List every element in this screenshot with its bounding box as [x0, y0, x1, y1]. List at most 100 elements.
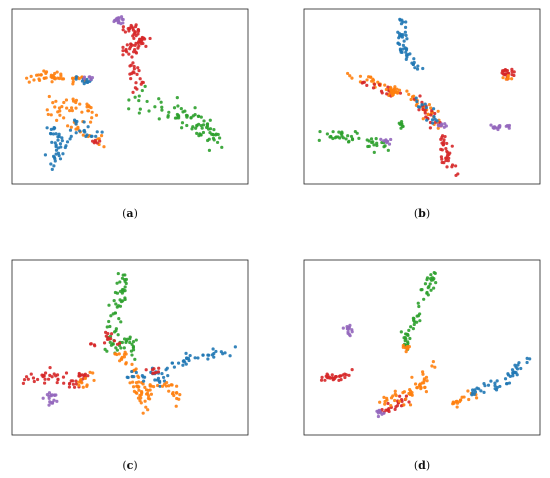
scatter-point-blue: [181, 363, 185, 367]
scatter-point-green: [115, 348, 119, 352]
scatter-point-green: [425, 276, 430, 280]
scatter-point-red: [446, 159, 450, 163]
scatter-point-orange: [421, 117, 425, 121]
panel-a-caption: (a): [122, 207, 138, 220]
scatter-point-red: [129, 42, 133, 46]
scatter-point-orange: [393, 389, 397, 393]
scatter-point-blue: [158, 379, 162, 383]
scatter-point-red: [323, 378, 327, 382]
scatter-point-green: [116, 333, 120, 337]
scatter-point-green: [199, 115, 203, 119]
scatter-point-red: [134, 23, 138, 27]
scatter-point-red: [501, 72, 505, 76]
scatter-point-red: [102, 341, 107, 345]
scatter-point-red: [450, 165, 454, 169]
scatter-point-orange: [102, 145, 106, 149]
scatter-point-red: [121, 49, 125, 53]
scatter-point-purple: [387, 142, 392, 146]
panel-c: (c): [11, 259, 249, 472]
scatter-point-green: [129, 349, 134, 353]
scatter-point-red: [56, 377, 60, 381]
scatter-point-orange: [501, 76, 505, 80]
scatter-point-orange: [167, 384, 171, 388]
scatter-point-purple: [443, 122, 447, 126]
scatter-point-green: [349, 134, 354, 139]
scatter-point-red: [125, 43, 129, 47]
scatter-point-blue: [100, 130, 104, 134]
scatter-point-blue: [56, 151, 61, 155]
scatter-point-green: [333, 136, 337, 140]
scatter-point-blue: [184, 351, 188, 355]
scatter-point-green: [128, 340, 132, 345]
scatter-point-blue: [432, 114, 436, 119]
scatter-point-purple: [41, 396, 45, 400]
scatter-point-green: [432, 271, 436, 275]
scatter-point-green: [114, 346, 118, 350]
scatter-point-green: [119, 346, 123, 350]
scatter-point-orange: [62, 116, 66, 120]
scatter-point-green: [114, 302, 118, 306]
scatter-point-blue: [51, 132, 56, 136]
scatter-point-orange: [455, 405, 459, 409]
panel-c-frame: [11, 259, 249, 436]
scatter-point-green: [331, 130, 335, 134]
scatter-point-red: [433, 111, 437, 116]
scatter-point-orange: [390, 93, 395, 97]
scatter-point-orange: [401, 345, 405, 349]
scatter-point-blue: [176, 361, 181, 365]
scatter-point-green: [329, 134, 333, 139]
scatter-point-green: [200, 126, 204, 130]
panel-a-frame: [11, 8, 249, 185]
scatter-point-purple: [380, 412, 384, 416]
scatter-point-green: [157, 117, 161, 121]
scatter-point-green: [207, 137, 211, 141]
scatter-point-orange: [451, 401, 455, 405]
scatter-point-green: [346, 134, 350, 138]
scatter-point-purple: [377, 408, 381, 412]
scatter-point-blue: [515, 373, 519, 377]
scatter-point-green: [122, 346, 126, 350]
scatter-point-red: [90, 139, 95, 143]
scatter-point-red: [127, 52, 131, 56]
scatter-point-orange: [474, 396, 479, 400]
scatter-point-blue: [50, 140, 54, 144]
scatter-point-orange: [423, 385, 427, 390]
scatter-point-orange: [136, 396, 141, 400]
scatter-point-green: [205, 123, 209, 127]
scatter-point-blue: [68, 137, 72, 141]
scatter-point-green: [408, 336, 412, 341]
scatter-point-red: [440, 141, 444, 145]
scatter-point-orange: [74, 106, 78, 110]
scatter-point-blue: [423, 102, 427, 106]
scatter-point-blue: [493, 381, 497, 385]
scatter-point-red: [67, 385, 71, 389]
scatter-point-orange: [407, 92, 411, 96]
scatter-point-orange: [25, 76, 29, 80]
scatter-point-orange: [86, 109, 90, 113]
scatter-point-blue: [219, 350, 223, 354]
scatter-point-green: [418, 319, 422, 323]
scatter-point-red: [319, 378, 324, 382]
scatter-point-orange: [124, 361, 128, 365]
scatter-point-blue: [193, 356, 197, 360]
scatter-point-orange: [410, 375, 414, 379]
scatter-point-green: [428, 282, 432, 286]
scatter-point-green: [121, 273, 125, 277]
scatter-point-green: [418, 312, 422, 316]
scatter-point-red: [420, 100, 424, 104]
scatter-point-green: [193, 106, 197, 110]
scatter-point-green: [411, 327, 415, 331]
scatter-point-green: [131, 346, 136, 350]
scatter-point-red: [131, 26, 135, 30]
scatter-point-orange: [169, 383, 173, 387]
scatter-point-green: [353, 129, 357, 134]
scatter-point-red: [128, 47, 132, 51]
scatter-point-orange: [425, 379, 429, 383]
scatter-point-green: [145, 99, 149, 104]
scatter-point-orange: [51, 100, 55, 105]
scatter-point-red: [398, 394, 402, 398]
scatter-point-purple: [440, 123, 444, 128]
scatter-point-green: [338, 136, 342, 140]
scatter-point-green: [127, 98, 131, 102]
scatter-point-orange: [405, 89, 409, 93]
